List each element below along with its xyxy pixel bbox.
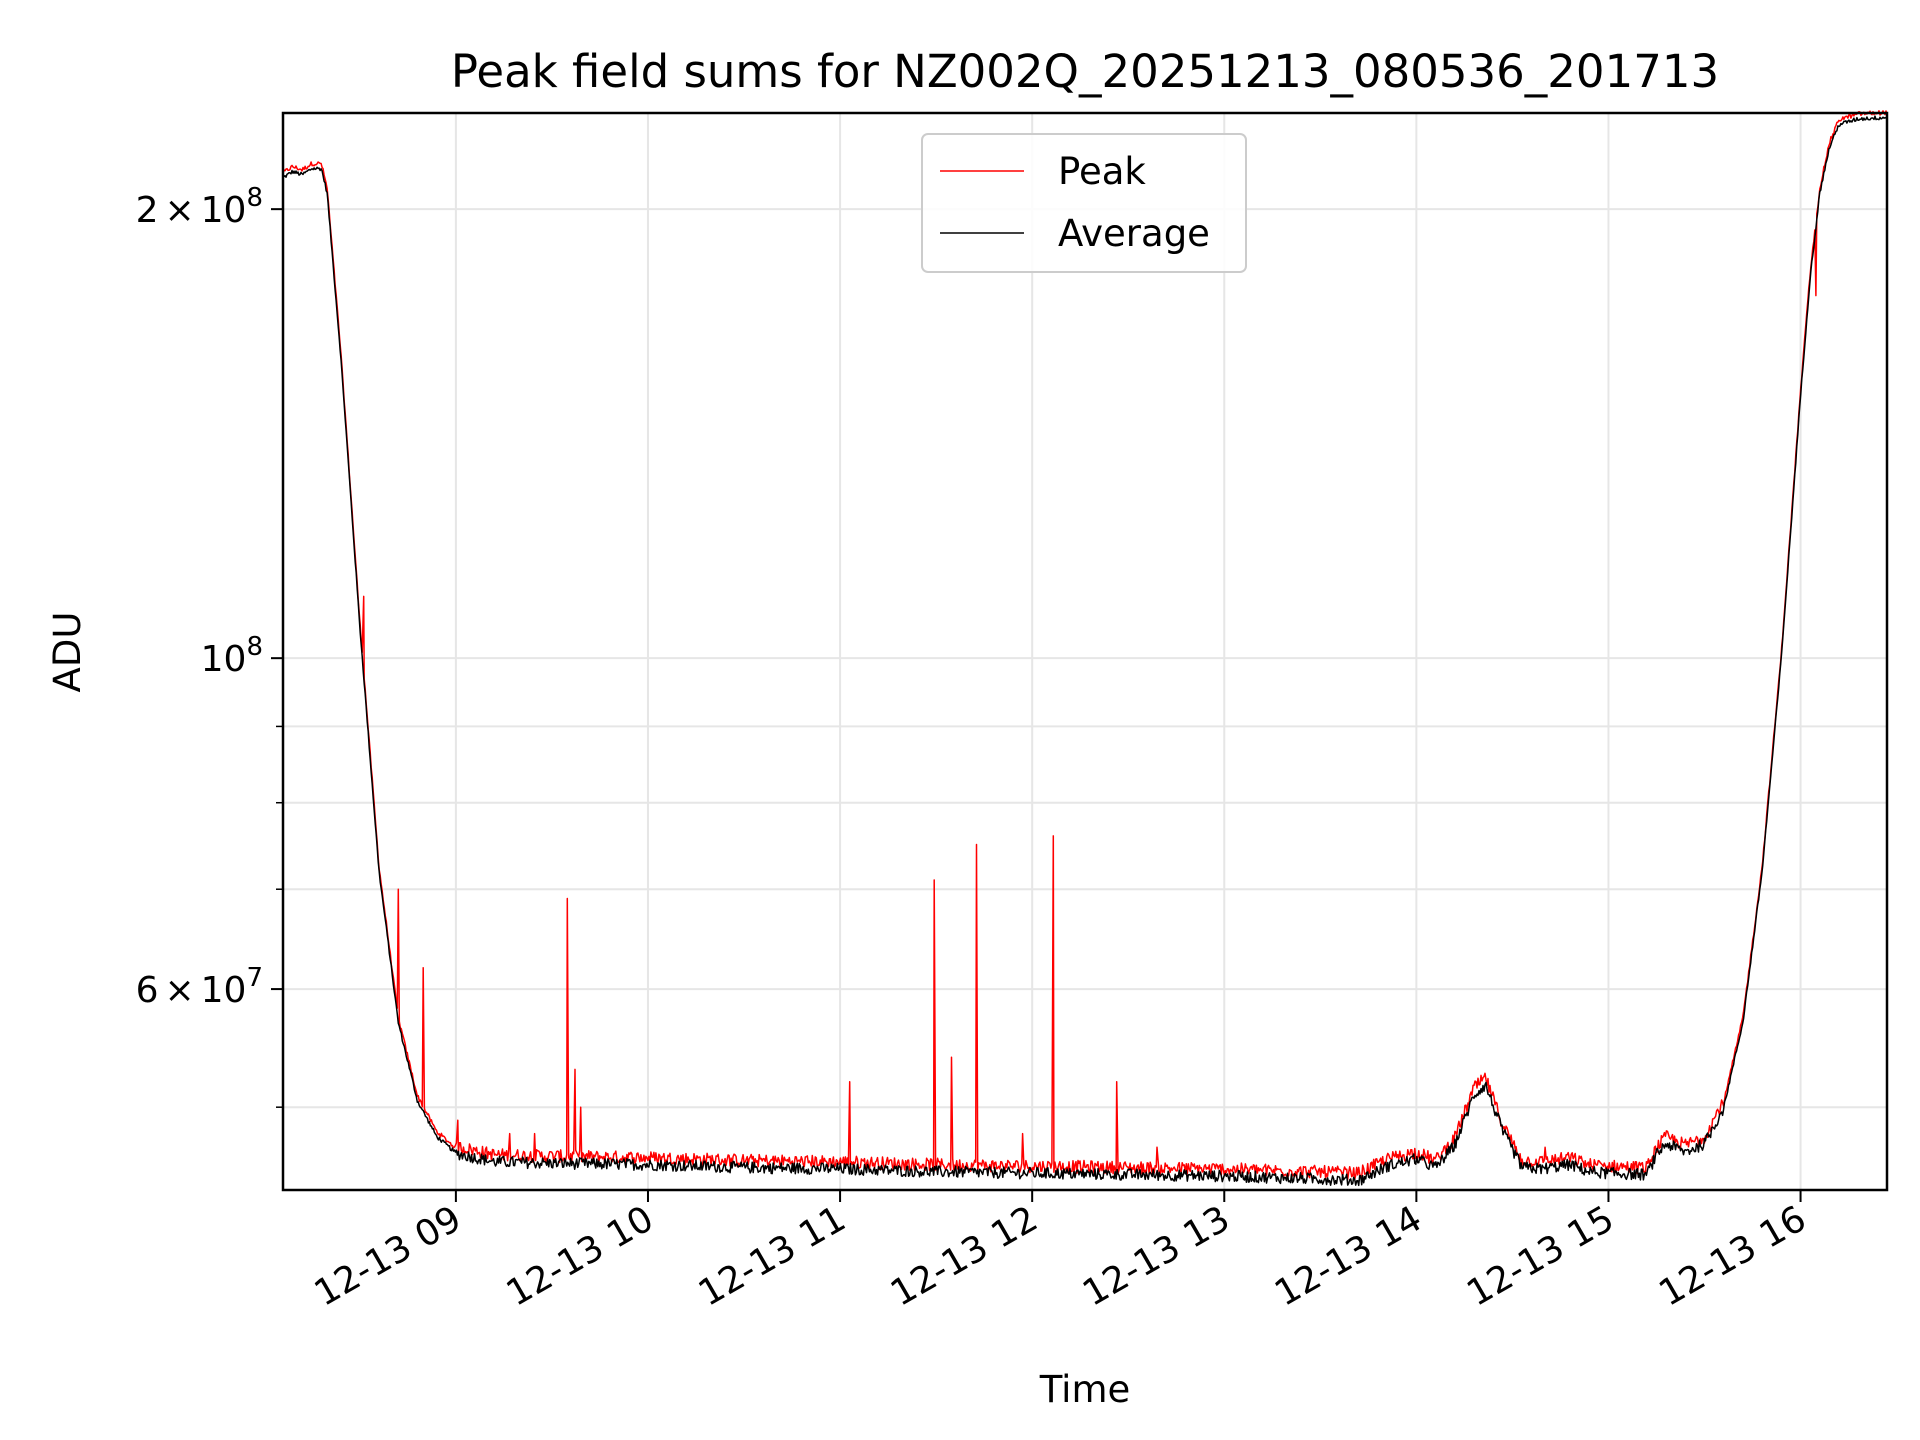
legend-box <box>921 133 1247 273</box>
legend-peak-label: Peak <box>1058 150 1146 193</box>
series-line-average <box>282 115 1888 1187</box>
chart-title: Peak field sums for NZ002Q_20251213_0805… <box>451 45 1719 98</box>
y-tick-label: 6 × 107 <box>136 963 263 1011</box>
series-line-peak <box>282 110 1888 1181</box>
plot-lines <box>282 110 1888 1187</box>
legend: Peak Average <box>921 133 1247 273</box>
x-axis-label: Time <box>1039 1368 1131 1411</box>
y-tick-label: 2 × 108 <box>136 183 263 231</box>
plot-frame <box>281 111 1889 1192</box>
y-axis: 6 × 107 108 2 × 108 <box>136 183 283 1108</box>
y-tick-label: 108 <box>201 632 263 680</box>
y-axis-label: ADU <box>46 612 89 693</box>
legend-average-label: Average <box>1058 212 1210 255</box>
